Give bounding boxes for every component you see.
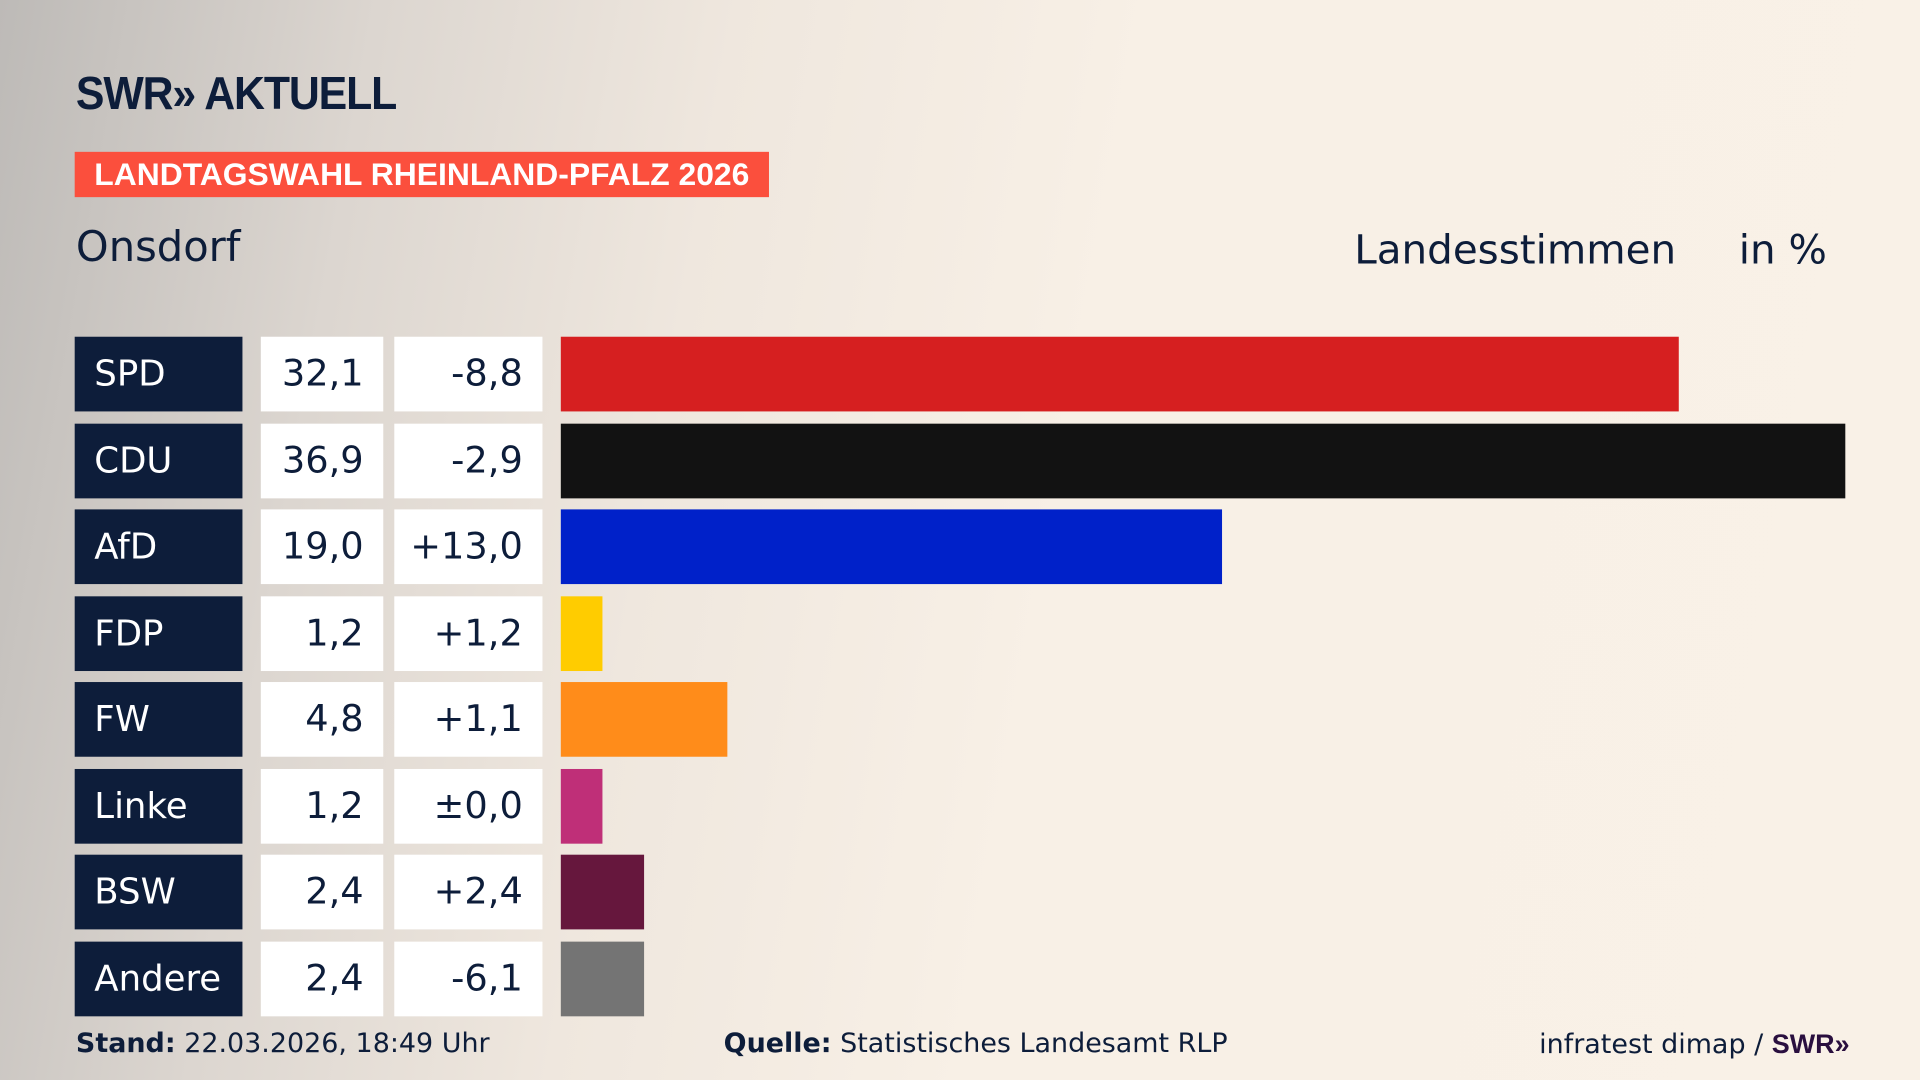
bar-afd bbox=[560, 509, 1223, 585]
party-row: CDU 36,9 -2,9 bbox=[0, 423, 1920, 498]
party-row: AfD 19,0 +13,0 bbox=[0, 509, 1920, 585]
bar-fdp bbox=[560, 595, 603, 671]
change-label: +1,2 bbox=[394, 595, 543, 671]
value-label: 1,2 bbox=[260, 595, 384, 671]
party-label: AfD bbox=[74, 509, 243, 585]
bar-cdu bbox=[560, 423, 1846, 498]
value-label: 2,4 bbox=[260, 941, 384, 1016]
place-title: Onsdorf bbox=[75, 222, 241, 272]
party-label: FDP bbox=[74, 595, 243, 671]
party-label: BSW bbox=[74, 854, 243, 930]
measure-label: Landesstimmen bbox=[1354, 225, 1677, 274]
value-label: 19,0 bbox=[260, 509, 384, 585]
bar-linke bbox=[560, 768, 603, 844]
value-label: 1,2 bbox=[260, 768, 384, 844]
change-label: +2,4 bbox=[394, 854, 543, 930]
change-label: ±0,0 bbox=[394, 768, 543, 844]
source-label: Quelle: bbox=[723, 1028, 832, 1060]
source-value: Statistisches Landesamt RLP bbox=[840, 1028, 1228, 1060]
change-label: -2,9 bbox=[394, 423, 543, 498]
source: Quelle: Statistisches Landesamt RLP bbox=[724, 1029, 1228, 1060]
party-row: Andere 2,4 -6,1 bbox=[0, 941, 1920, 1016]
party-row: SPD 32,1 -8,8 bbox=[0, 336, 1920, 412]
party-label: FW bbox=[74, 682, 243, 757]
party-row: Linke 1,2 ±0,0 bbox=[0, 768, 1920, 844]
change-label: -6,1 bbox=[394, 941, 543, 1016]
value-label: 2,4 bbox=[260, 854, 384, 930]
value-label: 32,1 bbox=[260, 336, 384, 412]
change-label: +1,1 bbox=[394, 682, 543, 757]
value-label: 36,9 bbox=[260, 423, 384, 498]
party-row: FDP 1,2 +1,2 bbox=[0, 595, 1920, 671]
value-label: 4,8 bbox=[260, 682, 384, 757]
credit-text: infratest dimap / bbox=[1539, 1029, 1764, 1061]
party-label: SPD bbox=[74, 336, 243, 412]
bar-andere bbox=[560, 941, 645, 1016]
change-label: +13,0 bbox=[394, 509, 543, 585]
party-row: BSW 2,4 +2,4 bbox=[0, 854, 1920, 930]
swr-logo: SWR» bbox=[1771, 1028, 1850, 1060]
party-label: CDU bbox=[74, 423, 243, 498]
change-label: -8,8 bbox=[394, 336, 543, 412]
election-banner: LANDTAGSWAHL RHEINLAND-PFALZ 2026 bbox=[74, 151, 769, 198]
bar-fw bbox=[560, 682, 728, 757]
stand-label: Stand: bbox=[75, 1028, 176, 1060]
stand-value: 22.03.2026, 18:49 Uhr bbox=[184, 1028, 490, 1060]
bar-bsw bbox=[560, 854, 645, 930]
credit: infratest dimap / SWR» bbox=[1539, 1029, 1849, 1061]
timestamp: Stand: 22.03.2026, 18:49 Uhr bbox=[76, 1029, 490, 1060]
bar-spd bbox=[560, 336, 1679, 412]
party-label: Linke bbox=[74, 768, 243, 844]
unit-label: in % bbox=[1738, 225, 1827, 274]
party-label: Andere bbox=[74, 941, 243, 1016]
party-row: FW 4,8 +1,1 bbox=[0, 682, 1920, 757]
swr-aktuell-logo: SWR» AKTUELL bbox=[75, 68, 397, 121]
